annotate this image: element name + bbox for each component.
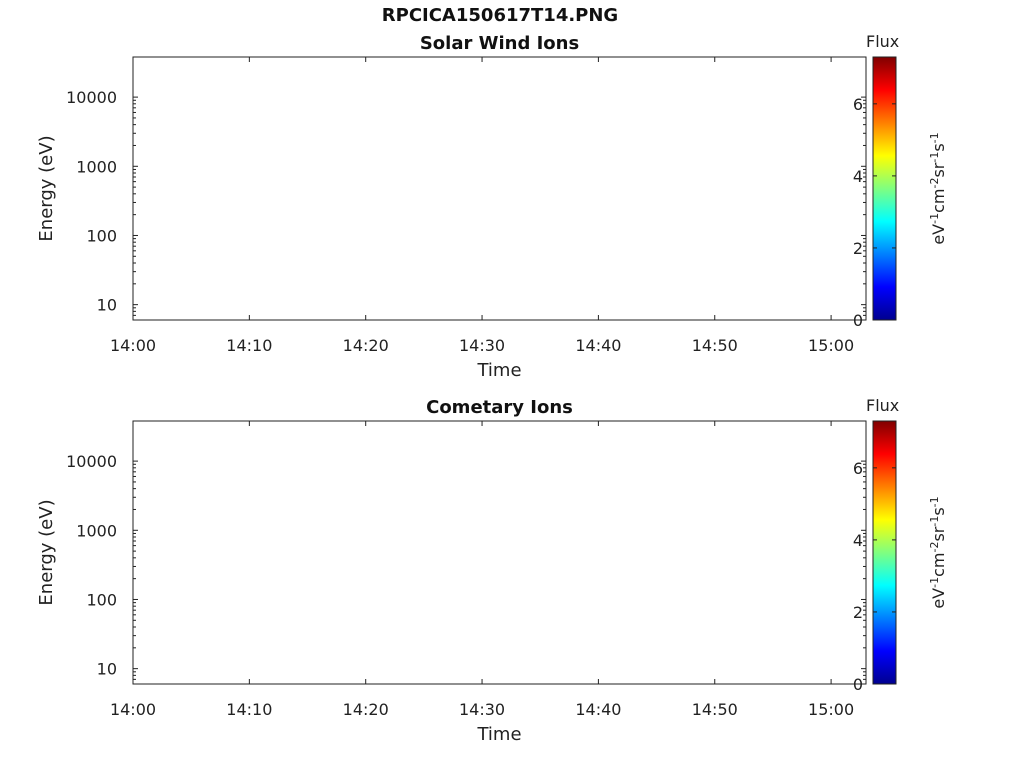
solar-wind-panel: Solar Wind Ions 10 100 1000 10000 14:00 14:10 1… xyxy=(36,32,948,381)
panel-title: Solar Wind Ions xyxy=(420,33,579,54)
x-tick-label: 14:50 xyxy=(692,336,738,355)
x-tick-label: 15:00 xyxy=(808,336,854,355)
y-tick-label: 1000 xyxy=(76,157,117,176)
unit-exponent: -1 xyxy=(928,132,941,143)
panel-title: Cometary Ions xyxy=(426,397,573,418)
y-tick-label: 10 xyxy=(97,296,117,315)
unit-symbol: s xyxy=(929,143,948,151)
x-tick-label: 14:10 xyxy=(226,336,272,355)
unit-exponent: -1 xyxy=(928,152,941,163)
x-tick-label: 14:20 xyxy=(343,336,389,355)
colorbar-title: Flux xyxy=(866,32,899,51)
x-tick-label: 14:40 xyxy=(575,336,621,355)
unit-symbol: sr xyxy=(929,162,948,177)
colorbar-tick-label: 0 xyxy=(853,311,863,330)
y-tick-label: 100 xyxy=(86,226,117,245)
unit-exponent: -1 xyxy=(928,213,941,224)
colorbar-tick-label: 6 xyxy=(853,95,863,114)
unit-exponent: -2 xyxy=(928,178,941,189)
page-title: RPCICA150617T14.PNG xyxy=(381,5,619,26)
colorbar-tick-label: 4 xyxy=(853,167,863,186)
colorbar-tick-label: 2 xyxy=(853,239,863,258)
y-tick-label: 10000 xyxy=(66,88,117,107)
colorbar-gradient xyxy=(872,56,897,321)
unit-symbol: eV xyxy=(929,224,948,245)
plot-frame xyxy=(132,56,867,321)
x-tick-label: 14:30 xyxy=(459,336,505,355)
x-tick-label: 14:00 xyxy=(110,336,156,355)
y-axis-label: Energy (eV) xyxy=(36,135,57,241)
x-axis-label: Time xyxy=(476,360,521,381)
unit-symbol: cm xyxy=(929,189,948,213)
colorbar-unit-label: eV-1cm-2sr-1s-1 xyxy=(928,132,949,244)
